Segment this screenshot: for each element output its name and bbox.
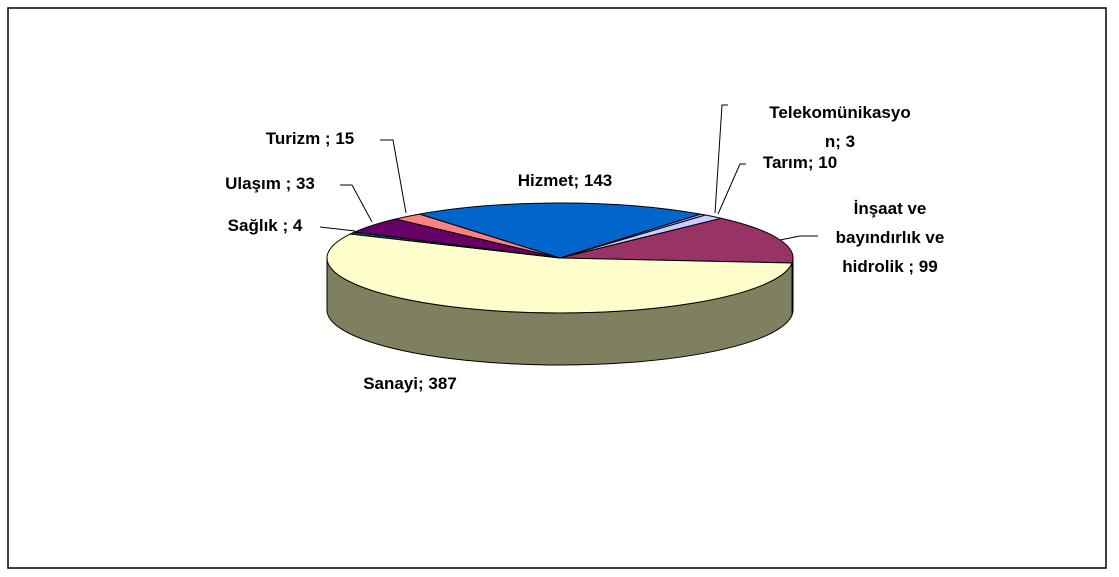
leader-line: [717, 163, 746, 215]
data-label-line: Turizm ; 15: [266, 129, 354, 148]
data-label-line: Tarım; 10: [763, 153, 837, 172]
pie-slice: [559, 217, 794, 264]
data-label: Tarım; 10: [763, 153, 837, 172]
pie-tops: [326, 202, 794, 314]
data-label-line: İnşaat ve: [854, 199, 927, 218]
data-label: Telekomünikasyo n; 3: [769, 103, 910, 151]
data-label-line: bayındırlık ve: [836, 228, 945, 247]
pie-slice: [419, 202, 701, 259]
data-label-line: n; 3: [825, 132, 855, 151]
leader-line: [380, 139, 407, 214]
data-label: Ulaşım ; 33: [225, 174, 315, 193]
pie-slice: [326, 233, 793, 314]
data-label: Turizm ; 15: [266, 129, 354, 148]
data-label-line: Sağlık ; 4: [228, 216, 303, 235]
data-label: İnşaat ve bayındırlık ve hidrolik ; 99: [836, 199, 945, 276]
leader-line: [319, 226, 356, 232]
data-label-line: Telekomünikasyo: [769, 103, 910, 122]
data-label: Sağlık ; 4: [228, 216, 303, 235]
data-label-line: Hizmet; 143: [518, 171, 612, 190]
data-label-line: hidrolik ; 99: [842, 257, 937, 276]
labels: Hizmet; 143 Telekomünikasyo n; 3 Tarım; 10 İ…: [225, 103, 944, 393]
leader-line: [340, 184, 373, 223]
data-label: Hizmet; 143: [518, 171, 612, 190]
data-label-line: Ulaşım ; 33: [225, 174, 315, 193]
leader-line: [779, 235, 818, 241]
leader-line: [714, 104, 728, 214]
pie-slice: [395, 213, 561, 259]
data-label: Sanayi; 387: [363, 374, 457, 393]
data-label-line: Sanayi; 387: [363, 374, 457, 393]
